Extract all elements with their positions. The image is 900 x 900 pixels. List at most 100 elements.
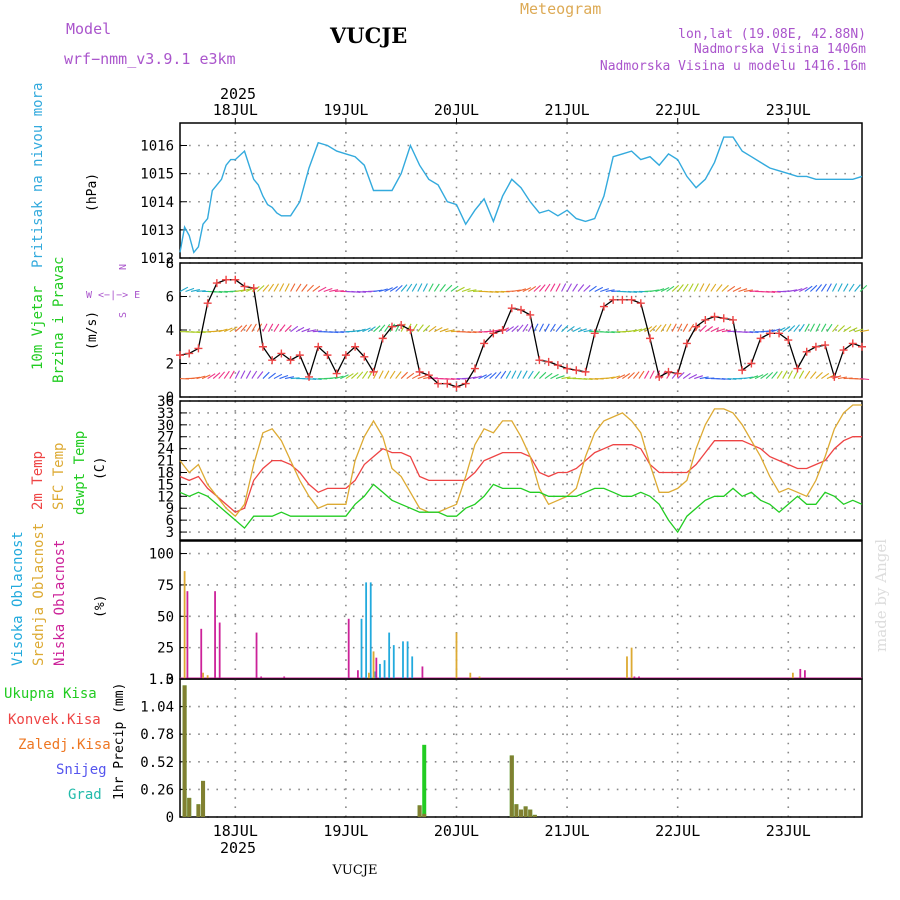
wind-direction-arrow xyxy=(279,283,285,292)
wind-direction-arrow xyxy=(743,331,754,334)
wind-direction-arrow xyxy=(351,372,359,379)
pressure-line xyxy=(179,136,863,254)
wind-direction-arrow xyxy=(799,286,808,292)
cloud-low-title: Niska Oblacnost xyxy=(52,540,68,666)
wind-direction-arrow xyxy=(627,290,637,293)
wind-direction-arrow xyxy=(472,375,482,380)
ytick-label: 0 xyxy=(166,810,174,826)
compass-n: N xyxy=(118,264,129,270)
wind-direction-arrow xyxy=(433,283,440,292)
wind-direction-arrow xyxy=(522,370,528,379)
precip-snow-label: Snijeg xyxy=(56,762,107,778)
wind-direction-arrow xyxy=(378,324,386,333)
wind-direction-arrow xyxy=(267,323,274,332)
wind-speed-marker xyxy=(692,322,701,331)
wind-title-line2: Brzina i Pravac xyxy=(51,257,67,383)
ytick-label: 0.26 xyxy=(140,782,174,798)
ytick-label: 21 xyxy=(157,454,174,470)
wind-direction-arrow xyxy=(832,283,838,292)
wind-direction-arrow xyxy=(528,285,537,292)
wind-direction-arrow xyxy=(688,283,694,292)
wind-direction-arrow xyxy=(179,286,189,292)
wind-direction-arrow xyxy=(798,323,805,332)
wind-direction-arrow xyxy=(234,325,243,333)
wind-speed-marker xyxy=(535,356,544,365)
wind-direction-arrow xyxy=(356,328,366,333)
cloud-high-bar xyxy=(406,641,409,679)
wind-direction-arrow xyxy=(583,329,593,333)
wind-direction-arrow xyxy=(505,326,515,333)
wind-direction-arrow xyxy=(212,372,221,379)
wind-direction-arrow xyxy=(245,323,252,332)
wind-direction-arrow xyxy=(362,327,371,333)
wind-direction-arrow xyxy=(594,286,604,292)
wind-direction-arrow xyxy=(749,375,759,380)
pressure-title: Pritisak na nivou mora xyxy=(30,83,46,268)
wind-direction-arrow xyxy=(384,323,391,332)
wind-direction-arrow xyxy=(810,284,818,292)
wind-direction-arrow xyxy=(710,283,717,292)
wind-speed-marker xyxy=(406,326,415,334)
wind-direction-arrow xyxy=(588,285,597,292)
wind-direction-arrow xyxy=(268,372,276,380)
day-label-bottom: 20JUL xyxy=(434,822,479,840)
wind-direction-arrow xyxy=(389,286,398,292)
wind-direction-arrow xyxy=(682,372,691,380)
wind-speed-marker xyxy=(747,359,756,368)
wind-speed-marker xyxy=(295,351,304,360)
wind-direction-arrow xyxy=(284,376,295,380)
wind-direction-arrow xyxy=(561,376,571,380)
wind-direction-arrow xyxy=(600,288,609,292)
wind-direction-arrow xyxy=(749,331,759,333)
wind-direction-arrow xyxy=(511,289,521,293)
wind-direction-arrow xyxy=(406,283,413,292)
wind-direction-arrow xyxy=(787,325,796,333)
wind-direction-arrow xyxy=(572,283,578,292)
ytick-label: 6 xyxy=(166,513,174,529)
wind-direction-arrow xyxy=(666,285,675,292)
wind-direction-arrow xyxy=(633,328,643,333)
wind-direction-arrow xyxy=(500,370,507,379)
wind-direction-arrow xyxy=(583,284,591,292)
cloud-mid-bar xyxy=(206,675,209,679)
wind-speed-marker xyxy=(286,356,295,365)
wind-direction-arrow xyxy=(256,371,264,379)
wind-speed-marker xyxy=(655,372,664,381)
wind-speed-marker xyxy=(682,339,691,348)
wind-direction-arrow xyxy=(190,289,201,293)
ytick-label: 36 xyxy=(157,394,174,410)
wind-direction-arrow xyxy=(804,370,811,379)
wind-direction-arrow xyxy=(245,370,252,379)
wind-direction-arrow xyxy=(583,378,593,381)
wind-direction-arrow xyxy=(301,284,308,292)
wind-direction-arrow xyxy=(456,286,465,292)
wind-direction-arrow xyxy=(815,371,823,379)
wind-direction-arrow xyxy=(677,372,685,379)
wind-direction-arrow xyxy=(633,290,643,293)
wind-direction-arrow xyxy=(854,284,861,292)
wind-direction-arrow xyxy=(859,284,868,292)
wind-direction-arrow xyxy=(191,331,201,334)
wind-direction-arrow xyxy=(616,374,626,380)
dewpt-title: dewpt Temp xyxy=(72,431,88,515)
pressure-panel: 1012 1013 1014 1015 1016 xyxy=(140,122,863,267)
wind-direction-arrow xyxy=(771,290,781,293)
wind-direction-arrow xyxy=(422,325,431,333)
wind-speed-marker xyxy=(664,367,673,376)
cloud-mid-bar xyxy=(183,571,186,679)
wind-direction-arrow xyxy=(312,378,322,380)
wind-direction-arrow xyxy=(378,288,388,293)
wind-direction-arrow xyxy=(522,323,529,332)
wind-direction-arrow xyxy=(555,283,561,292)
wind-direction-arrow xyxy=(224,327,233,333)
wind-direction-arrow xyxy=(754,374,764,380)
ytick-label: 0.78 xyxy=(140,727,174,743)
wind-direction-arrow xyxy=(566,283,572,292)
wind-direction-arrow xyxy=(550,283,556,292)
wind-direction-arrow xyxy=(765,371,774,379)
wind-direction-arrow xyxy=(273,323,280,332)
wind-direction-arrow xyxy=(384,370,390,379)
day-label-top: 21JUL xyxy=(545,101,590,119)
wind-direction-arrow xyxy=(400,284,408,292)
wind-direction-arrow xyxy=(417,283,423,292)
